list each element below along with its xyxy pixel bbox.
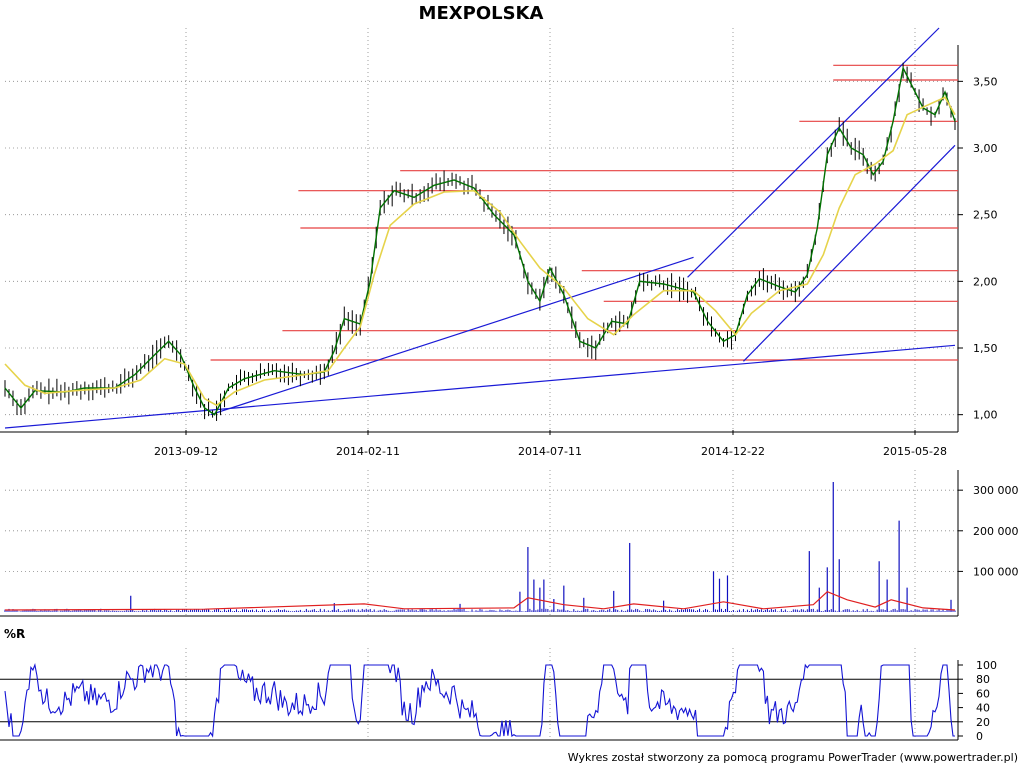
price-panel: 1,00 1,50 2,00 2,50 3,00 3,50 2013-09-12 2014-0… xyxy=(0,27,998,458)
price-ytick-label: 3,00 xyxy=(973,142,998,155)
wr-ytick-label: 20 xyxy=(976,716,990,729)
volume-average-line xyxy=(4,591,956,611)
moving-average-line xyxy=(4,96,956,407)
trend-line xyxy=(743,144,956,362)
footer-credit: Wykres został stworzony za pomocą progra… xyxy=(568,751,1018,764)
volume-ytick-label: 100 000 xyxy=(973,565,1019,578)
price-ytick-label: 3,50 xyxy=(973,75,998,88)
volume-ytick-label: 300 000 xyxy=(973,484,1019,497)
close-price-line xyxy=(4,65,956,416)
price-ytick-label: 2,50 xyxy=(973,209,998,222)
wr-ytick-label: 0 xyxy=(976,730,983,743)
price-xtick-label: 2014-02-11 xyxy=(336,445,400,458)
trend-line xyxy=(210,256,694,416)
price-xtick-label: 2014-12-22 xyxy=(701,445,765,458)
chart-title: MEXPOLSKA xyxy=(419,3,544,24)
wr-ytick-label: 80 xyxy=(976,673,990,686)
volume-panel: 100 000 200 000 300 000 xyxy=(0,470,1019,617)
price-ytick-label: 1,50 xyxy=(973,342,998,355)
price-xtick-label: 2015-05-28 xyxy=(883,445,947,458)
williams-r-label: %R xyxy=(4,627,25,641)
wr-ytick-label: 40 xyxy=(976,702,990,715)
wr-ytick-label: 100 xyxy=(976,659,997,672)
price-xtick-label: 2013-09-12 xyxy=(154,445,218,458)
trend-line xyxy=(687,27,940,278)
williams-r-line xyxy=(4,663,955,738)
wr-ytick-label: 60 xyxy=(976,687,990,700)
price-xtick-label: 2014-07-11 xyxy=(518,445,582,458)
price-ytick-label: 2,00 xyxy=(973,275,998,288)
trend-line xyxy=(4,344,956,429)
volume-ytick-label: 200 000 xyxy=(973,525,1019,538)
price-ytick-label: 1,00 xyxy=(973,409,998,422)
